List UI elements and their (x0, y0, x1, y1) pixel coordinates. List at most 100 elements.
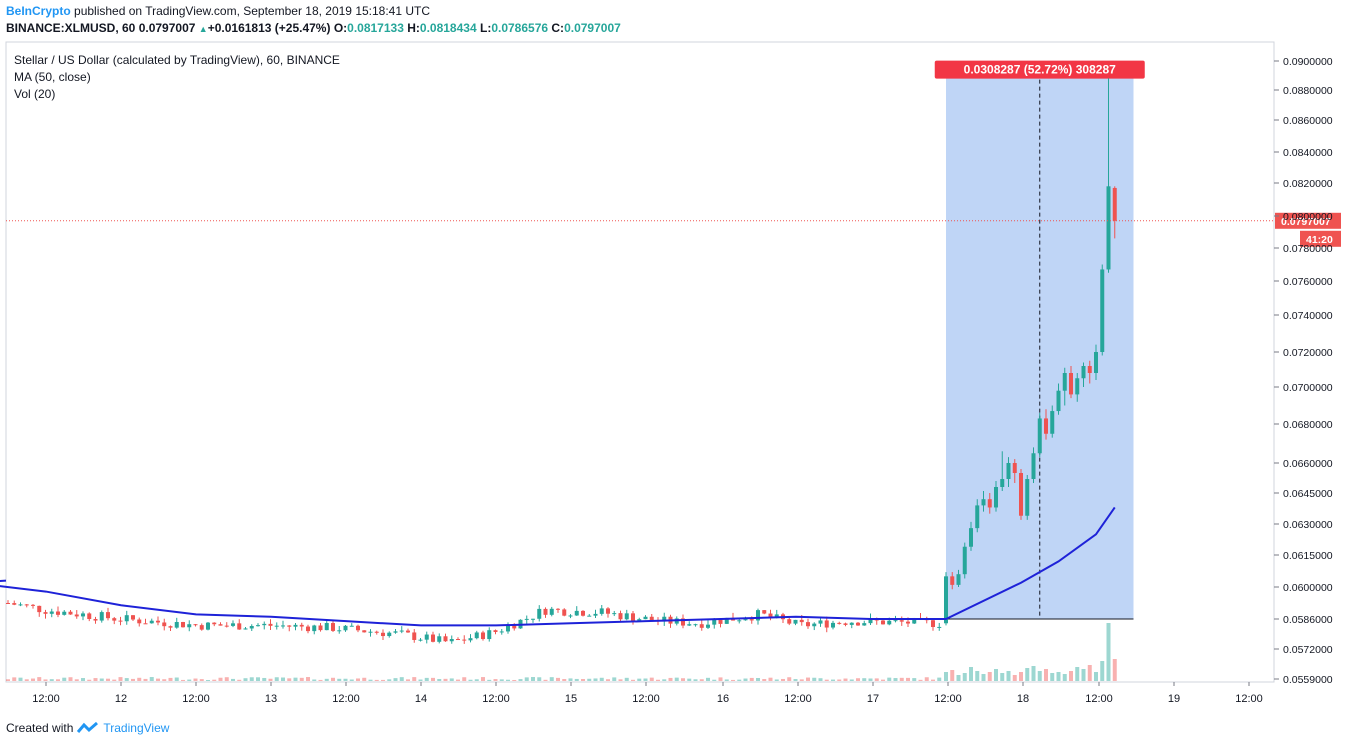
volume-bar (1019, 672, 1023, 681)
volume-bar (768, 677, 773, 681)
candle-body (481, 632, 485, 640)
footer: Created with TradingView (6, 721, 169, 735)
publisher-name[interactable]: BeInCrypto (6, 4, 71, 18)
time-tick-label: 14 (415, 693, 427, 705)
h-value: 0.0818434 (419, 21, 477, 35)
candle-body (231, 623, 235, 626)
volume-bar (418, 679, 423, 681)
volume-bar (574, 678, 579, 681)
candle-body (962, 546, 967, 575)
candle-body (68, 611, 73, 615)
countdown-badge (1300, 230, 1341, 247)
candle-body (818, 620, 823, 624)
volume-bar (981, 674, 986, 681)
candle-body (706, 624, 710, 628)
candle-body (168, 626, 173, 628)
volume-bar (1069, 671, 1073, 681)
candle-body (537, 608, 542, 619)
candle-body (362, 630, 367, 633)
candle-body (950, 576, 955, 585)
price-tick-label: 0.0586000 (1283, 614, 1333, 626)
volume-bar (624, 677, 629, 681)
volume-bar (24, 679, 29, 681)
volume-bar (618, 679, 623, 681)
candle-body (806, 622, 810, 627)
volume-bar (799, 679, 804, 681)
volume-bar (243, 678, 248, 681)
volume-bar (424, 677, 429, 681)
volume-bar (1031, 666, 1036, 681)
volume-bar (374, 679, 379, 681)
volume-bar (756, 678, 760, 681)
candle-body (368, 631, 373, 633)
tradingview-brand[interactable]: TradingView (103, 721, 170, 735)
date-price-range[interactable]: 0.0308287 (52.72%) 308287 (934, 60, 1145, 620)
candle-body (212, 622, 217, 625)
candle-body (218, 624, 223, 626)
candle-body (1000, 479, 1005, 487)
volume-bar (937, 677, 942, 681)
candle-body (562, 609, 567, 616)
volume-bar (899, 677, 904, 681)
candle-body (712, 619, 717, 625)
candle-body (1106, 186, 1111, 270)
candle-body (556, 608, 560, 610)
candle-body (1062, 373, 1067, 391)
volume-bar (324, 678, 329, 681)
candle-body (193, 624, 198, 626)
volume-bar (99, 678, 104, 681)
candle-body (856, 622, 860, 626)
price-tick-label: 0.0660000 (1283, 458, 1333, 470)
candle-body (224, 625, 229, 627)
c-label: C: (551, 21, 565, 35)
ma-50-line (0, 506, 1116, 627)
volume-bar (62, 677, 67, 681)
candle-body (306, 626, 310, 632)
volume-bar (944, 672, 948, 681)
volume-bar (56, 679, 60, 681)
candle-body (449, 639, 454, 642)
candle-body (994, 487, 998, 508)
time-tick-label: 12:00 (784, 693, 812, 705)
candle-body (1112, 187, 1117, 221)
volume-bar (556, 677, 560, 681)
volume-bar (887, 677, 892, 681)
volume-bar (724, 679, 729, 681)
price-axis[interactable]: 0.0900000 0.0880000 0.0860000 0.0840000 0.08… (1274, 56, 1333, 686)
volume-bar (1044, 669, 1048, 681)
candle-body (106, 612, 110, 619)
volume-bar (343, 678, 348, 681)
volume-bar (443, 678, 448, 681)
time-axis[interactable]: 12:00 12 12:00 13 12:00 14 12:00 15 12:00 16 12:00… (32, 682, 1263, 705)
candle-body (631, 613, 635, 622)
volume-bar (524, 677, 529, 681)
volume-bar (831, 679, 835, 681)
candle-body (618, 613, 623, 620)
volume-bar (849, 679, 854, 681)
created-with-text: Created with (6, 721, 74, 735)
volume-bar (662, 679, 667, 681)
volume-bar (806, 677, 810, 681)
candle-body (199, 625, 204, 630)
range-label: 0.0308287 (52.72%) 308287 (964, 63, 1116, 77)
legend-vol[interactable]: Vol (20) (14, 87, 55, 101)
volume-bar (743, 678, 748, 681)
volume-bar (543, 679, 548, 681)
candle-body (643, 616, 648, 620)
candle-body (568, 615, 573, 617)
candle-body (1100, 269, 1105, 352)
volume-bar (843, 678, 848, 681)
candle-body (824, 620, 829, 628)
candle-body (24, 604, 29, 606)
volume-bar (312, 679, 317, 681)
candle-body (249, 626, 254, 629)
candle-body (612, 613, 617, 615)
volume-bar (549, 677, 554, 681)
volume-bar (1037, 671, 1042, 681)
candle-body (468, 638, 473, 641)
candle-body (206, 622, 210, 630)
legend-ma[interactable]: MA (50, close) (14, 70, 91, 84)
candle-body (975, 505, 980, 529)
